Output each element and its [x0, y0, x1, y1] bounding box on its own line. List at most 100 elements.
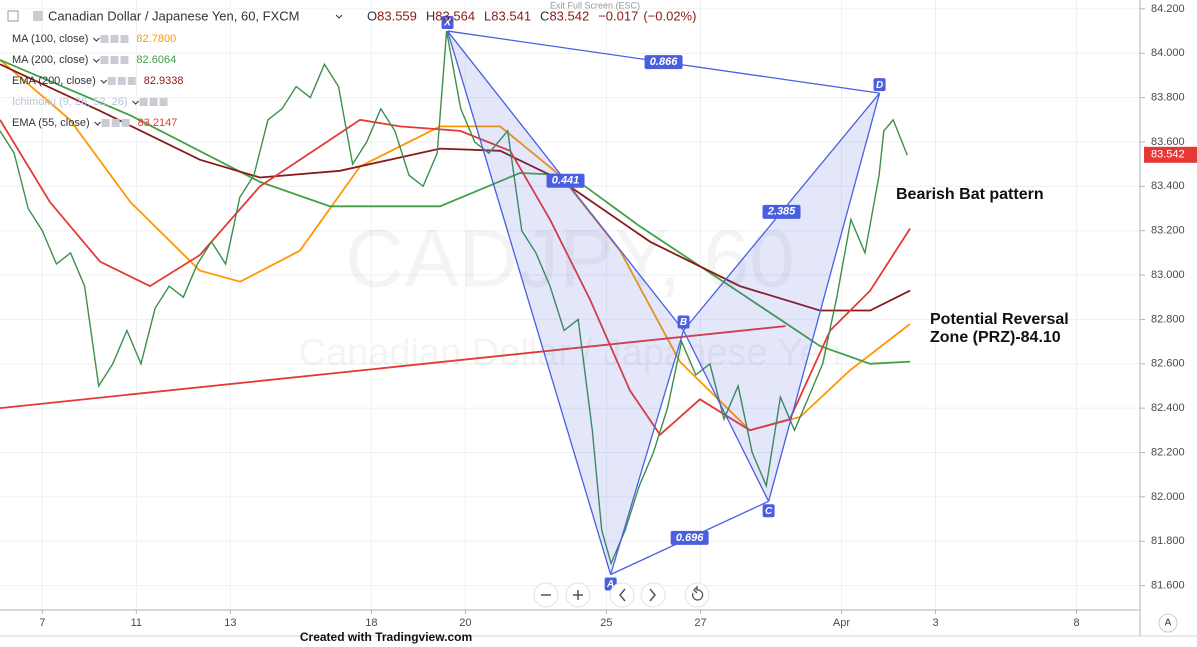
ohlc-key: H — [426, 8, 435, 23]
auto-scale-button[interactable] — [1158, 613, 1178, 633]
legend-icon[interactable] — [101, 119, 110, 127]
pattern-fill — [447, 31, 684, 575]
scroll-right-icon — [649, 588, 656, 602]
legend-icon[interactable] — [100, 35, 109, 43]
legend-entry[interactable]: EMA (200, close) — [12, 75, 96, 87]
reset-icon — [691, 585, 704, 601]
ohlc-value: 83.542 — [549, 8, 589, 23]
legend-dropdown[interactable] — [93, 58, 100, 63]
x-tick-label: 8 — [1073, 617, 1079, 629]
x-tick-label: 11 — [131, 617, 142, 629]
price-line — [0, 30, 908, 566]
legend-dropdown[interactable] — [93, 37, 100, 42]
annotation: Potential Reversal — [930, 311, 1069, 328]
legend-entry[interactable]: MA (200, close) — [12, 54, 88, 66]
x-tick-label: 20 — [459, 617, 471, 629]
fullscreen-hint: Exit Full Screen (ESC) — [550, 0, 640, 10]
last-price-label: 83.542 — [1151, 149, 1185, 161]
scroll-left-icon — [619, 588, 626, 602]
legend-icon[interactable] — [139, 98, 148, 106]
ratio-label: 0.696 — [676, 532, 704, 544]
quote: O 83.559 H 83.564 L 83.541 C 83.542 −0.017 (−0.02… — [367, 8, 696, 23]
y-tick-label: 83.000 — [1151, 269, 1185, 281]
pattern-fill — [683, 93, 880, 502]
legend-icon[interactable] — [121, 119, 130, 127]
legend-entry[interactable]: MA (100, close) — [12, 33, 88, 45]
y-tick-label: 83.200 — [1151, 225, 1185, 237]
y-tick-label: 82.800 — [1151, 313, 1185, 325]
auto-scale-label[interactable]: A — [1165, 618, 1172, 629]
last-price-tag — [1144, 146, 1197, 163]
legend-entry[interactable]: Ichimoku (9, 26, 52, 26) — [12, 96, 128, 108]
scroll-left-button[interactable] — [609, 582, 635, 608]
dropdown-icon[interactable] — [335, 14, 343, 19]
change-percent: (−0.02%) — [643, 8, 696, 23]
legend-dropdown[interactable] — [94, 121, 101, 126]
ratio-badge — [546, 173, 585, 188]
overlay: 0.866 0.441 2.385 0.696 X A B C D — [441, 16, 886, 591]
change: −0.017 — [598, 8, 638, 23]
legend-value: 82.6064 — [136, 54, 176, 66]
legend-value: 82.9338 — [144, 75, 184, 87]
symbol-title: Canadian Dollar / Japanese Yen, 60, FXCM — [48, 8, 300, 23]
legend-entry[interactable]: EMA (55, close) — [12, 117, 90, 129]
legend-dropdown[interactable] — [100, 79, 108, 84]
ratio-label: 2.385 — [767, 206, 796, 218]
pattern-leg — [610, 330, 685, 575]
zoom-controls — [533, 582, 710, 608]
pattern-point-label: X — [443, 18, 452, 29]
x-tick-label: 3 — [932, 617, 938, 629]
legend-icon[interactable] — [111, 119, 120, 127]
legend-value: 83.2147 — [138, 117, 178, 129]
collapse-icon[interactable] — [7, 10, 19, 22]
reset-button[interactable] — [684, 582, 710, 608]
y-tick-label: 82.400 — [1151, 402, 1185, 414]
x-tick-label: Apr — [833, 617, 850, 629]
annotation: Zone (PRZ)-84.10 — [930, 329, 1061, 346]
y-tick-label: 83.600 — [1151, 136, 1185, 148]
ohlc-key: C — [540, 8, 549, 23]
x-tick-label: 7 — [39, 617, 45, 629]
legend-icon[interactable] — [120, 35, 129, 43]
legend-icon[interactable] — [120, 56, 129, 64]
legend-icon[interactable] — [149, 98, 158, 106]
pattern-point-label: C — [765, 506, 773, 517]
ratio-badge — [670, 530, 709, 545]
scroll-right-button[interactable] — [640, 582, 666, 608]
y-tick-label: 83.800 — [1151, 92, 1185, 104]
annotation: Bearish Bat pattern — [896, 186, 1044, 203]
zoom-in-icon — [573, 590, 583, 600]
pattern-point-badge — [677, 315, 690, 329]
legend-icon[interactable] — [127, 77, 136, 85]
legend-icon[interactable] — [117, 77, 126, 85]
price-axis — [1140, 0, 1197, 636]
legend-icon[interactable] — [159, 98, 168, 106]
symbol-icon — [33, 11, 43, 21]
ratio-label: 0.441 — [552, 175, 580, 187]
legend-icon[interactable] — [100, 56, 109, 64]
legend-dropdown[interactable] — [132, 100, 139, 105]
legend-icon[interactable] — [110, 56, 119, 64]
legend: MA (100, close) 82.7800 MA (200, close) 82.… — [12, 33, 184, 129]
pattern-leg — [446, 30, 612, 575]
y-tick-label: 82.600 — [1151, 358, 1185, 370]
y-tick-label: 84.200 — [1151, 3, 1185, 15]
x-tick-label: 27 — [694, 617, 706, 629]
legend-icon[interactable] — [110, 35, 119, 43]
ratio-badge — [762, 204, 801, 219]
pattern-point-badge — [441, 16, 454, 30]
x-tick-label: 25 — [600, 617, 612, 629]
ratio-label: 0.866 — [650, 56, 678, 68]
y-tick-label: 82.000 — [1151, 491, 1185, 503]
plot — [0, 30, 911, 566]
pattern-point-badge — [873, 78, 886, 92]
pattern-point-label: D — [876, 80, 883, 91]
ratio-badge — [644, 55, 683, 70]
pattern-leg — [682, 330, 770, 502]
legend-icon[interactable] — [107, 77, 116, 85]
y-tick-label: 81.600 — [1151, 580, 1185, 592]
y-tick-label: 83.400 — [1151, 180, 1185, 192]
pattern-leg — [767, 92, 881, 502]
header: Canadian Dollar / Japanese Yen, 60, FXCM — [7, 8, 343, 23]
